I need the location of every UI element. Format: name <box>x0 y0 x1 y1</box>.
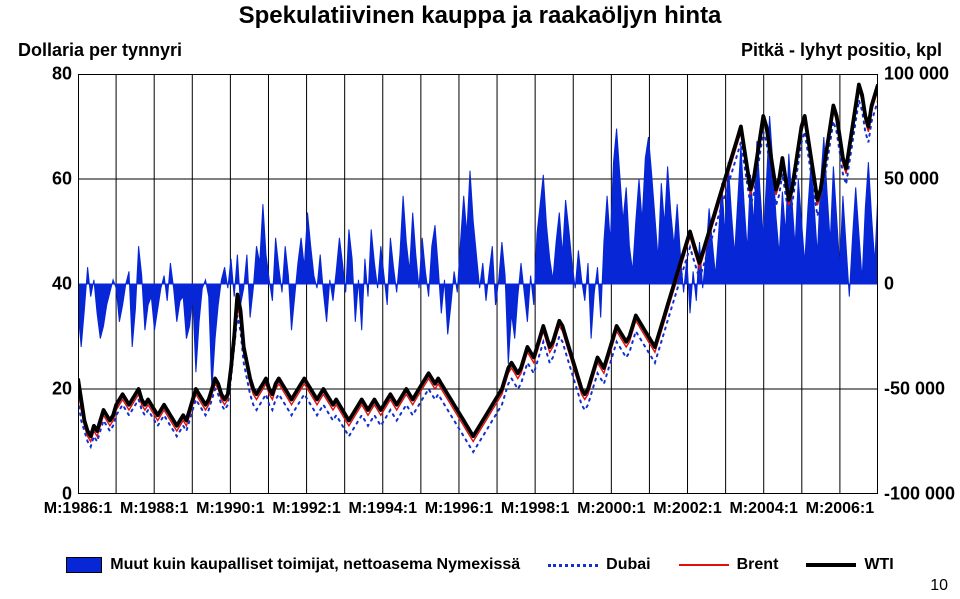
x-tick: M:1996:1 <box>425 500 493 518</box>
y-left-axis-label: Dollaria per tynnyri <box>18 40 182 61</box>
chart-svg <box>78 74 878 494</box>
legend-swatch-wti <box>806 563 856 567</box>
x-tick: M:2002:1 <box>653 500 721 518</box>
x-tick: M:1998:1 <box>501 500 569 518</box>
x-tick: M:1994:1 <box>349 500 417 518</box>
x-tick: M:2004:1 <box>729 500 797 518</box>
legend-item-dubai: Dubai <box>548 556 650 574</box>
legend-swatch-area <box>66 557 102 573</box>
page-number: 10 <box>930 577 948 595</box>
y-right-tick: 100 000 <box>884 64 949 85</box>
x-tick: M:1986:1 <box>44 500 112 518</box>
legend-swatch-brent <box>679 564 729 566</box>
y-right-ticks: -100 000-50 000050 000100 000 <box>884 74 960 494</box>
y-left-tick: 40 <box>52 274 72 295</box>
legend-label-wti: WTI <box>864 556 893 574</box>
chart-plot-area: 020406080 -100 000-50 000050 000100 000 … <box>78 74 878 494</box>
x-tick: M:2006:1 <box>806 500 874 518</box>
x-tick: M:1992:1 <box>272 500 340 518</box>
y-right-tick: 0 <box>884 274 894 295</box>
legend-label-dubai: Dubai <box>606 556 650 574</box>
y-right-tick: -50 000 <box>884 379 945 400</box>
legend-item-area: Muut kuin kaupalliset toimijat, nettoase… <box>66 556 520 574</box>
x-tick: M:2000:1 <box>577 500 645 518</box>
legend-label-brent: Brent <box>737 556 779 574</box>
y-left-ticks: 020406080 <box>28 74 72 494</box>
y-left-tick: 60 <box>52 169 72 190</box>
chart-title: Spekulatiivinen kauppa ja raakaöljyn hin… <box>0 2 960 30</box>
legend-item-brent: Brent <box>679 556 779 574</box>
y-left-tick: 80 <box>52 64 72 85</box>
x-tick: M:1990:1 <box>196 500 264 518</box>
legend-swatch-dubai <box>548 564 598 567</box>
chart-legend: Muut kuin kaupalliset toimijat, nettoase… <box>0 556 960 574</box>
x-tick: M:1988:1 <box>120 500 188 518</box>
y-right-tick: -100 000 <box>884 484 955 505</box>
legend-item-wti: WTI <box>806 556 893 574</box>
y-right-axis-label: Pitkä - lyhyt positio, kpl <box>741 40 942 61</box>
y-left-tick: 20 <box>52 379 72 400</box>
legend-label-area: Muut kuin kaupalliset toimijat, nettoase… <box>110 556 520 574</box>
y-right-tick: 50 000 <box>884 169 939 190</box>
